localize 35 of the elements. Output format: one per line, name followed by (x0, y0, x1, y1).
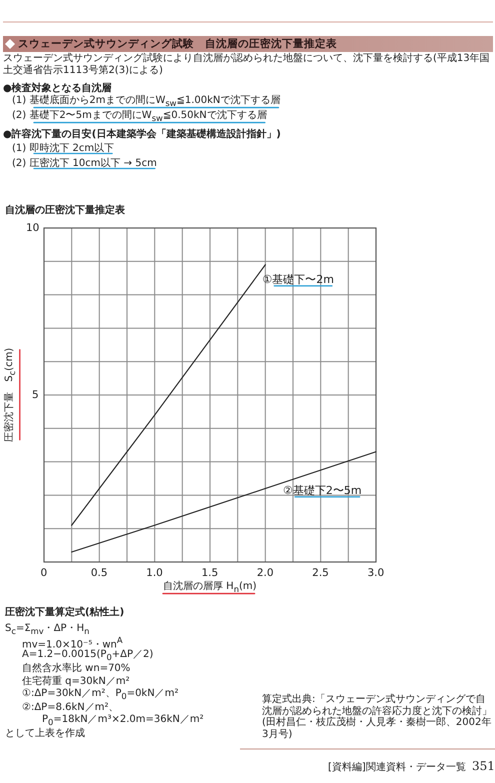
x-axis-title: 自沈層の層厚 H$_{n}$(m) (163, 581, 257, 595)
y-tick-label: 5 (32, 389, 39, 402)
text: (2) 基礎下2〜5mまでの間にW$_{sw}$≦0.50kNで沈下する層 (12, 110, 267, 124)
text: 住宅荷重 q=30kN／m² (22, 676, 130, 688)
chart-subtitle: 自沈層の圧密沈下量推定表 (5, 205, 125, 216)
series-label: ②基礎下2〜5m (283, 484, 362, 498)
text: として上表を作成 (5, 728, 85, 740)
text: (2) 圧密沈下 10cm以下 → 5cm (12, 158, 157, 170)
x-tick-label: 1.0 (146, 567, 163, 580)
x-tick-label: 2.5 (312, 567, 329, 580)
x-tick-label: 3.0 (368, 567, 384, 580)
x-tick-label: 2.0 (256, 567, 274, 580)
text: (1) 基礎底面から2mまでの間にW$_{sw}$≦1.00kNで沈下する層 (12, 95, 280, 109)
text: [資料編]関連資料・データ一覧 (328, 762, 466, 774)
text: P$_{0}$=18kN／m³×2.0m=36kN／m² (42, 714, 204, 728)
text: ②:ΔP=8.6kN／m²、 (22, 702, 119, 714)
text: 351 (472, 759, 495, 774)
x-tick-label: 0.5 (90, 567, 108, 580)
chart-title: スウェーデン式サウンディング試験 自沈層の圧密沈下量推定表 (18, 38, 337, 50)
text: 自然含水率比 wn=70% (22, 663, 130, 674)
y-tick-label: 10 (26, 222, 40, 234)
text: 算定式出典:「スウェーデン式サウンディングで自沈層が認められた地盤の許容応力度と沈下の検討」(田村昌仁・枝広茂樹・人見孝・秦樹一郎、2002年3月号) (262, 694, 492, 740)
text: 圧密沈下量算定式(粘性土) (5, 607, 124, 618)
text: mv=1.0×10⁻⁵・wn$^{A}$ (22, 634, 123, 650)
x-tick-label: 1.5 (202, 567, 218, 580)
text: A=1.2−0.0015(P$_{0}$+ΔP／2) (22, 649, 154, 662)
text: スウェーデン式サウンディング試験により自沈層が認められた地盤について、沈下量を検討する(平成13年国土交通省告示1113号第2(3)による) (3, 53, 491, 76)
text: (1) 即時沈下 2cm以下 (12, 143, 114, 154)
line-series (71, 451, 377, 553)
text: ①:ΔP=30kN／m²、P$_{0}$=0kN／m² (22, 688, 178, 702)
series-label: ①基礎下〜2m (262, 273, 334, 287)
text: S$_{c}$=Σ$_{mv}$・ΔP・H$_{n}$ (5, 623, 90, 637)
text: ●検査対象となる自沈層 (3, 83, 112, 94)
text: ●許容沈下量の目安(日本建築学会「建築基礎構造設計指針」) (3, 129, 281, 140)
x-tick-label: 0 (40, 567, 48, 580)
